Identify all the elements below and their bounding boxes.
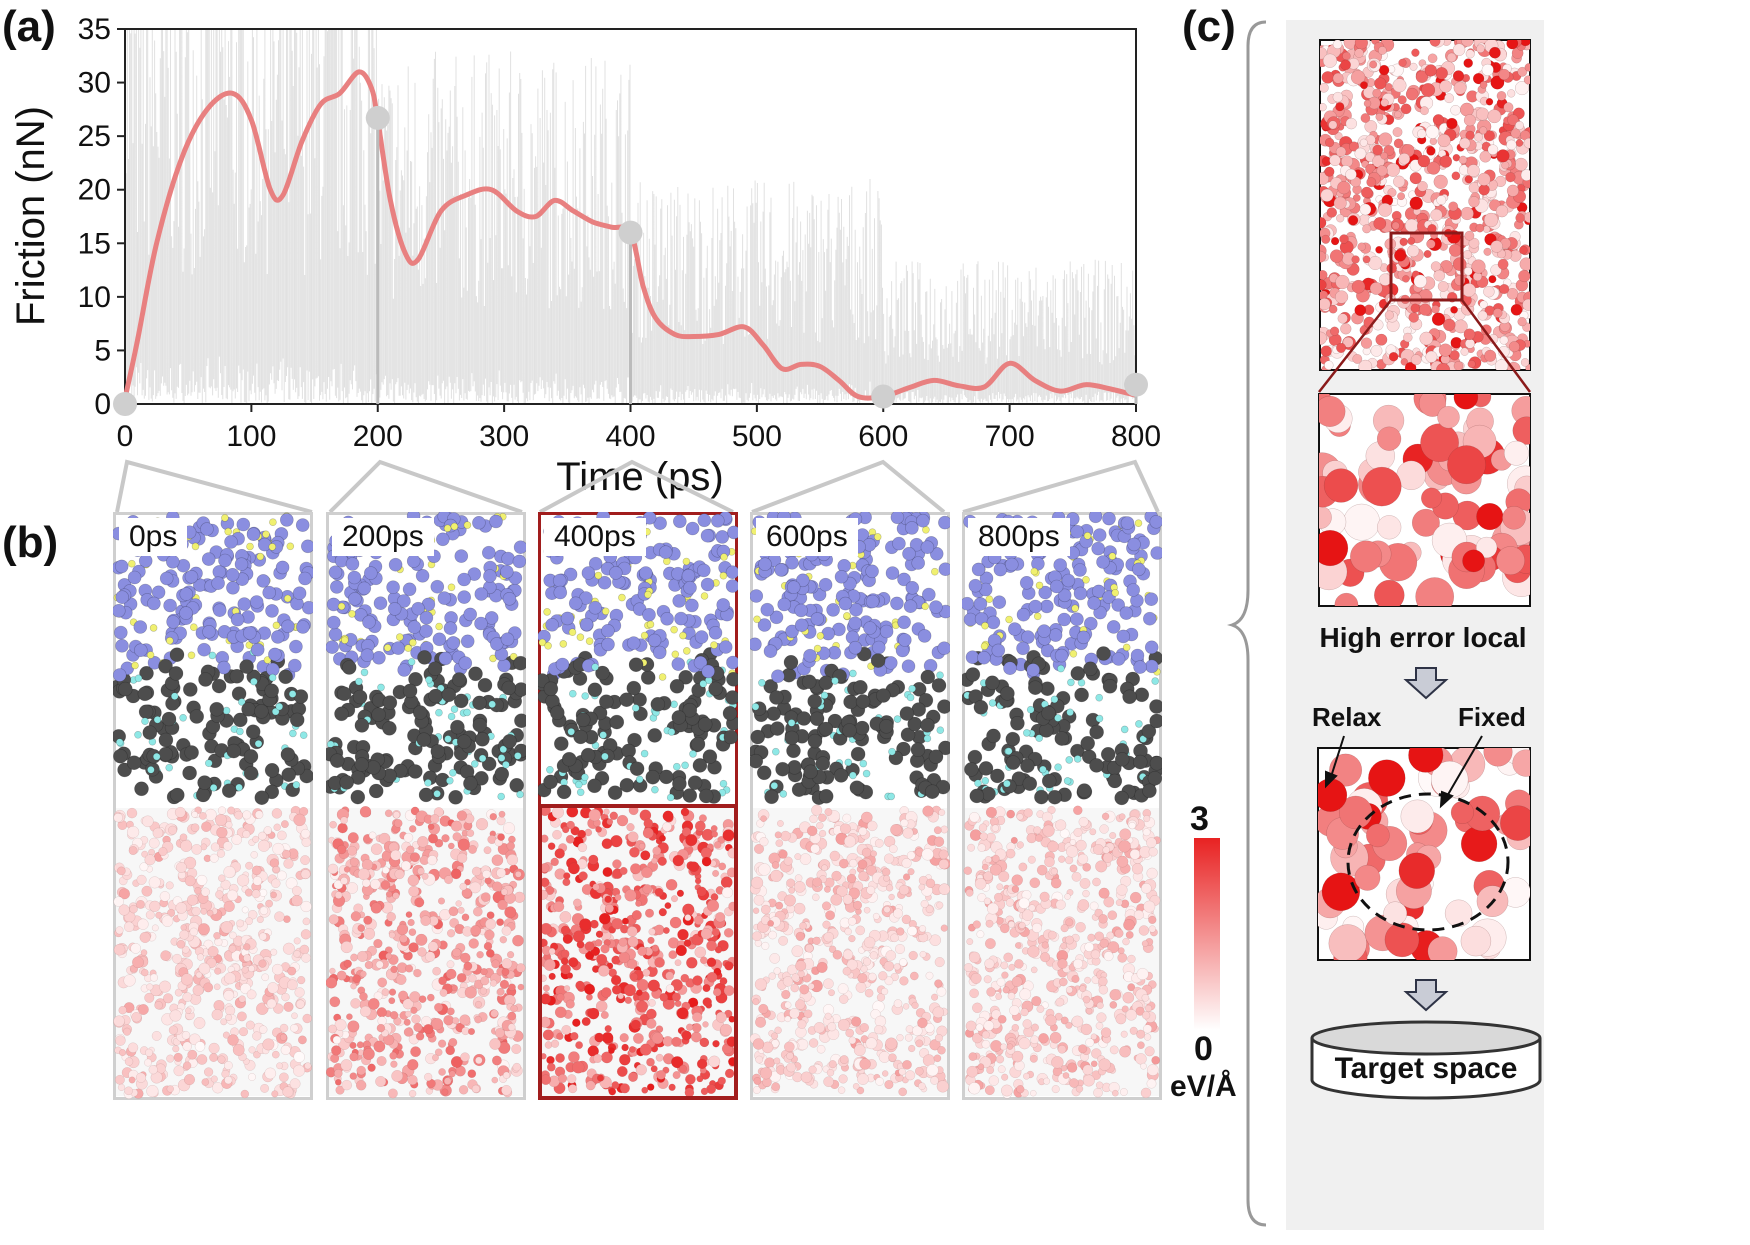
y-axis-ticks: 0 5 10 15 20 25 30 35 — [78, 13, 125, 421]
panel-label-b: (b) — [2, 518, 59, 567]
snapshot-800ps: 800ps — [962, 512, 1162, 1100]
snapshot-marker — [1124, 372, 1148, 397]
connector-400ps — [539, 459, 734, 514]
relax-fixed-region — [1317, 747, 1531, 961]
connector-200ps — [328, 459, 523, 514]
zoom-line-left — [1318, 299, 1392, 393]
fixed-label: Fixed — [1458, 702, 1526, 732]
x-tick-label: 400 — [605, 420, 655, 453]
connector-lines — [115, 459, 1160, 514]
snapshot-400ps: 400ps — [538, 512, 738, 1100]
x-tick-label: 700 — [985, 420, 1035, 453]
snapshot-markers — [113, 105, 1148, 416]
snapshot-200ps: 200ps — [326, 512, 526, 1100]
relax-pointer — [1325, 735, 1345, 789]
y-tick-label: 35 — [78, 13, 111, 46]
snapshot-label: 200ps — [332, 518, 434, 556]
panel-label-a: (a) — [2, 2, 56, 51]
friction-curve — [122, 69, 1137, 401]
snapshot-marker — [365, 105, 390, 130]
colorbar-max-label: 3 — [1190, 800, 1209, 838]
zoom-region-box — [1389, 231, 1464, 302]
y-tick-label: 20 — [78, 174, 111, 207]
colorbar-min-label: 0 — [1194, 1030, 1213, 1068]
x-tick-label: 100 — [226, 420, 276, 453]
x-tick-label: 500 — [732, 420, 782, 453]
x-tick-label: 600 — [858, 420, 908, 453]
relax-label: Relax — [1312, 702, 1382, 732]
x-tick-label: 0 — [117, 420, 134, 453]
friction-chart: 0 5 10 15 20 25 30 35 0 100 200 300 400 500 600 700 800… — [9, 13, 1161, 499]
relax-boundary — [1346, 792, 1510, 932]
y-tick-label: 15 — [78, 227, 111, 260]
y-tick-label: 30 — [78, 67, 111, 100]
panel-label-c: (c) — [1182, 2, 1236, 51]
colorbar-unit-label: eV/Å — [1170, 1070, 1237, 1103]
y-tick-label: 0 — [94, 388, 111, 421]
connector-800ps — [962, 459, 1160, 514]
panel-c — [1310, 39, 1542, 1100]
high-error-label: High error local — [1319, 622, 1527, 653]
snapshot-label: 600ps — [756, 518, 858, 556]
full-structure-map — [1319, 39, 1531, 371]
snapshot-label: 800ps — [968, 518, 1070, 556]
snapshot-label: 0ps — [119, 518, 188, 556]
snapshot-label: 400ps — [544, 518, 646, 556]
x-tick-label: 300 — [479, 420, 529, 453]
y-tick-label: 5 — [94, 334, 111, 367]
zoomed-local-region — [1318, 393, 1531, 607]
y-axis-label: Friction (nN) — [9, 106, 53, 326]
snapshot-marker — [113, 392, 137, 416]
target-space-cylinder — [1310, 1020, 1542, 1100]
connector-0ps — [115, 459, 313, 514]
curly-brace — [1226, 20, 1267, 1227]
snapshot-600ps: 600ps — [750, 512, 950, 1100]
snapshot-0ps: 0ps — [113, 512, 313, 1100]
zoom-line-right — [1460, 299, 1532, 393]
x-axis-ticks: 0 100 200 300 400 500 600 700 800 — [117, 404, 1161, 453]
y-tick-label: 25 — [78, 120, 111, 153]
down-arrow-icon — [1403, 667, 1449, 700]
target-space-label: Target space — [1334, 1052, 1518, 1085]
snapshot-marker — [871, 384, 896, 409]
colorbar — [1194, 838, 1220, 1030]
connector-600ps — [751, 459, 946, 514]
down-arrow-icon — [1403, 979, 1449, 1012]
snapshot-marker — [618, 220, 643, 245]
fixed-pointer — [1439, 735, 1483, 809]
x-tick-label: 200 — [353, 420, 403, 453]
y-tick-label: 10 — [78, 281, 111, 314]
x-tick-label: 800 — [1111, 420, 1161, 453]
